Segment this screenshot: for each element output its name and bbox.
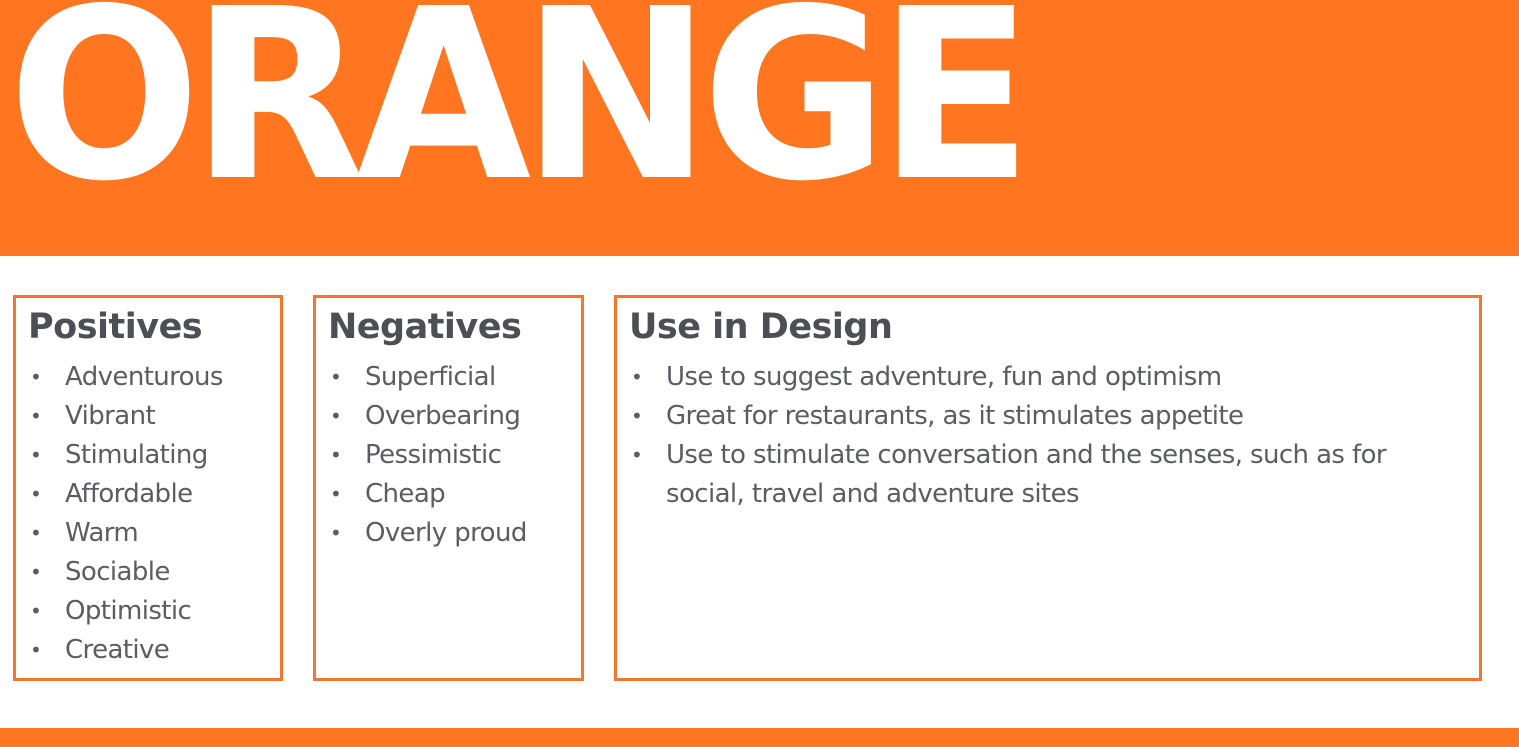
list-item: • Affordable (26, 475, 266, 514)
list-item: • Cheap (326, 475, 567, 514)
bullet-icon: • (631, 365, 643, 389)
bullet-icon: • (30, 560, 42, 584)
list-item: • Stimulating (26, 436, 266, 475)
bullet-icon: • (330, 365, 342, 389)
list-item: • Pessimistic (326, 436, 567, 475)
positives-heading: Positives (28, 307, 203, 347)
bullet-icon: • (30, 638, 42, 662)
design-list: • Use to suggest adventure, fun and optim… (627, 358, 1465, 514)
bullet-icon: • (30, 365, 42, 389)
list-item: • Overly proud (326, 514, 567, 553)
list-item: • Overbearing (326, 397, 567, 436)
title-banner: ORANGE (0, 0, 1519, 256)
negatives-panel: Negatives • Superficial • Overbearing • Pes… (313, 295, 584, 681)
bullet-icon: • (330, 482, 342, 506)
bullet-icon: • (330, 443, 342, 467)
bullet-icon: • (330, 521, 342, 545)
list-item: • Superficial (326, 358, 567, 397)
positives-list: • Adventurous • Vibrant • Stimulating • Affo… (26, 358, 266, 670)
bullet-icon: • (631, 404, 643, 428)
footer-bar (0, 728, 1519, 747)
list-item: • Sociable (26, 553, 266, 592)
negatives-list: • Superficial • Overbearing • Pessimistic •… (326, 358, 567, 553)
positives-panel: Positives • Adventurous • Vibrant • Stimula… (13, 295, 283, 681)
list-item: • Vibrant (26, 397, 266, 436)
bullet-icon: • (330, 404, 342, 428)
design-heading: Use in Design (629, 307, 893, 347)
list-item: • Warm (26, 514, 266, 553)
bullet-icon: • (631, 443, 643, 467)
list-item: • Great for restaurants, as it stimulates… (627, 397, 1465, 436)
list-item: • Creative (26, 631, 266, 670)
bullet-icon: • (30, 404, 42, 428)
list-item: • Optimistic (26, 592, 266, 631)
use-in-design-panel: Use in Design • Use to suggest adventure,… (614, 295, 1482, 681)
list-item: • Use to suggest adventure, fun and optim… (627, 358, 1465, 397)
bullet-icon: • (30, 521, 42, 545)
page-title: ORANGE (8, 0, 1033, 233)
negatives-heading: Negatives (328, 307, 522, 347)
bullet-icon: • (30, 599, 42, 623)
bullet-icon: • (30, 443, 42, 467)
bullet-icon: • (30, 482, 42, 506)
list-item: • Use to stimulate conversation and the s… (627, 436, 1465, 514)
list-item: • Adventurous (26, 358, 266, 397)
